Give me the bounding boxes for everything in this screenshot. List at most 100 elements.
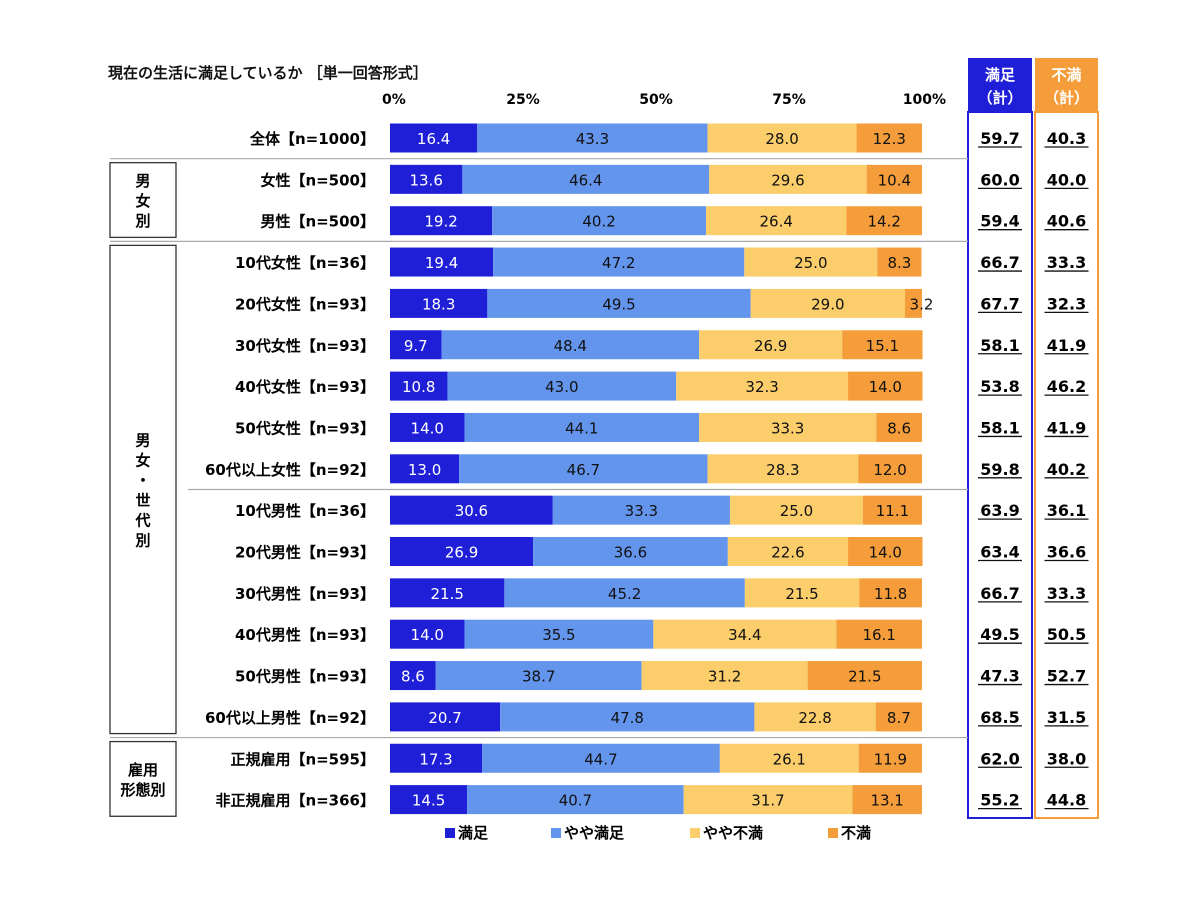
bar-segment (390, 495, 553, 525)
bar-segment (390, 412, 465, 442)
bar-segment (390, 164, 463, 194)
legend-swatch (690, 828, 700, 838)
bar-value-label: 8.7 (887, 709, 911, 727)
satisfied-total-value: 59.8 (980, 460, 1019, 479)
satisfied-total-value: 49.5 (980, 625, 1019, 644)
dissatisfied-total-value: 50.5 (1047, 625, 1086, 644)
bar-value-label: 48.4 (554, 337, 587, 355)
bar-segment (447, 371, 677, 401)
bar-value-label: 28.3 (766, 461, 799, 479)
bar-value-label: 22.6 (771, 544, 804, 562)
chart-title: 現在の生活に満足しているか ［単一回答形式］ (108, 64, 428, 82)
bar-value-label: 14.0 (869, 378, 902, 396)
satisfied-total-value: 58.1 (980, 336, 1019, 355)
satisfied-total-value: 63.9 (980, 501, 1019, 520)
bar-value-label: 8.3 (887, 254, 911, 272)
bar-segment (390, 371, 448, 401)
bar-segment (683, 785, 853, 815)
bar-value-label: 11.9 (874, 750, 907, 768)
dissatisfied-total-value: 41.9 (1047, 418, 1086, 437)
row-label: 50代女性【n=93】 (235, 419, 375, 437)
summary-header-label: 不満 (1051, 66, 1081, 84)
bar-segment (653, 619, 837, 649)
dissatisfied-total-value: 31.5 (1047, 708, 1086, 727)
bar-value-label: 25.0 (780, 502, 813, 520)
satisfied-total-value: 63.4 (980, 543, 1019, 562)
satisfied-total-value: 66.7 (980, 584, 1019, 603)
row-label: 60代以上女性【n=92】 (205, 461, 375, 479)
group-label: 別 (134, 531, 150, 549)
x-tick-label: 0% (382, 92, 406, 108)
group-label: 男 (135, 172, 150, 190)
bar-segment (856, 123, 922, 153)
bar-segment (676, 371, 849, 401)
bar-segment (390, 123, 478, 153)
row-label: 女性【n=500】 (260, 171, 375, 189)
bar-segment (904, 288, 922, 318)
row-label: 20代女性【n=93】 (235, 295, 375, 313)
summary-header-sublabel: （計） (1044, 89, 1089, 107)
summary-values: 59.7 40.3 60.0 40.0 59.4 40.6 66.7 33.3 67.7 32.3… (978, 129, 1089, 810)
bar-value-label: 12.0 (873, 461, 906, 479)
bar-segment (876, 412, 922, 442)
group-label: 形態別 (120, 781, 165, 799)
bar-value-label: 13.1 (870, 792, 903, 810)
bar-value-label: 3.2 (910, 295, 934, 313)
satisfied-total-value: 58.1 (980, 418, 1019, 437)
row-label: 30代男性【n=93】 (235, 585, 375, 603)
bar-segment (707, 123, 857, 153)
bar-value-label: 26.1 (773, 750, 806, 768)
group-label: 女 (135, 451, 150, 469)
bar-value-label: 47.8 (611, 709, 644, 727)
x-tick-label: 25% (506, 92, 540, 108)
x-tick-label: 75% (772, 92, 806, 108)
dissatisfied-total-value: 36.6 (1047, 543, 1086, 562)
bar-value-label: 36.6 (614, 544, 647, 562)
bar-value-label: 21.5 (430, 585, 463, 603)
row-label: 20代男性【n=93】 (235, 544, 375, 562)
bar-value-label: 14.5 (412, 792, 445, 810)
bar-segment (754, 702, 876, 732)
dissatisfied-total-value: 40.0 (1047, 170, 1086, 189)
dissatisfied-total-value: 33.3 (1047, 584, 1086, 603)
summary-header-label: 満足 (985, 66, 1016, 84)
bar-segment (435, 661, 642, 691)
bar-segment (866, 164, 922, 194)
bar-segment (709, 164, 867, 194)
group-label: 代 (134, 511, 150, 529)
row-label: 正規雇用【n=595】 (230, 750, 375, 768)
bar-value-label: 9.7 (404, 337, 428, 355)
bar-value-label: 20.7 (428, 709, 461, 727)
legend-label: やや不満 (703, 824, 763, 842)
bar-segment (533, 537, 728, 566)
bar-segment (467, 785, 684, 815)
legend-swatch (551, 828, 561, 838)
group-label: 雇用 (128, 761, 158, 779)
legend-swatch (445, 828, 455, 838)
row-label: 10代男性【n=36】 (235, 502, 375, 520)
row-label: 全体【n=1000】 (249, 130, 375, 148)
bar-value-label: 43.0 (545, 378, 578, 396)
bar-value-label: 35.5 (542, 626, 575, 644)
bar-value-label: 14.0 (869, 544, 902, 562)
bar-segment (858, 454, 922, 484)
bar-value-label: 34.4 (728, 626, 761, 644)
bar-value-label: 8.6 (887, 419, 911, 437)
row-label: 40代男性【n=93】 (235, 626, 375, 644)
bar-segment (729, 495, 863, 525)
satisfied-total-value: 47.3 (980, 667, 1019, 686)
bar-segment (848, 371, 923, 401)
bar-value-label: 22.8 (798, 709, 831, 727)
bar-value-label: 44.1 (565, 419, 598, 437)
bar-value-label: 12.3 (873, 130, 906, 148)
bar-value-label: 26.9 (445, 544, 478, 562)
bar-segment (858, 743, 922, 773)
bar-value-label: 25.0 (794, 254, 827, 272)
bar-segment (744, 247, 878, 277)
bar-value-label: 26.4 (760, 213, 793, 231)
bar-value-label: 18.3 (422, 295, 455, 313)
bar-segment (842, 330, 923, 360)
bar-segment (487, 288, 751, 318)
bar-segment (390, 288, 488, 318)
